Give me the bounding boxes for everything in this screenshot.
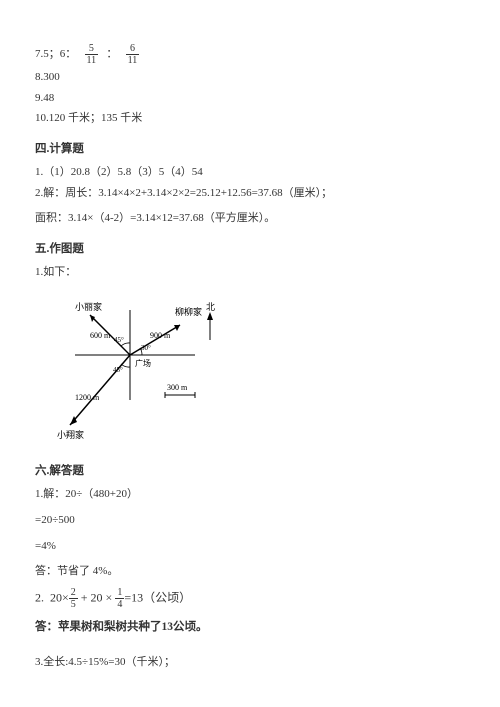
label-center: 广场 [135, 358, 151, 368]
sec4-line1: 1.（1）20.8（2）5.8（3）5（4）54 [35, 164, 465, 182]
label-north: 北 [206, 302, 215, 312]
sec6-q1-l3: =4% [35, 538, 465, 556]
diagram-svg: 小丽家 600 m 柳柳家 900 m 广场 1200 m 小翔家 北 300 … [45, 290, 235, 450]
q7-prefix: 7.5；6： [35, 48, 76, 60]
sec4-line3: 面积：3.14×（4-2）=3.14×12=37.68（平方厘米）。 [35, 210, 465, 228]
label-1200: 1200 m [75, 393, 100, 402]
sec6-q2-line: 2. 20× 2 5 + 20 × 1 4 =13（公顷） [35, 587, 465, 610]
q2-prefix: 2. [35, 590, 44, 604]
label-300: 300 m [167, 383, 188, 392]
label-xiaoxiang: 小翔家 [57, 429, 84, 440]
q2-t2: + 20 × [78, 590, 116, 604]
section6-title: 六.解答题 [35, 462, 465, 480]
section4-title: 四.计算题 [35, 140, 465, 158]
angle-45b: 45° [113, 366, 123, 374]
label-600: 600 m [90, 331, 111, 340]
q7-frac1: 5 11 [85, 43, 99, 66]
q10-line: 10.120 千米；135 千米 [35, 110, 465, 128]
sec6-q1-l1: 1.解：20÷（480+20） [35, 486, 465, 504]
diagram-figure: 小丽家 600 m 柳柳家 900 m 广场 1200 m 小翔家 北 300 … [45, 290, 235, 450]
label-xiaoli: 小丽家 [75, 301, 102, 312]
angle-30: 30° [141, 344, 151, 352]
label-900: 900 m [150, 331, 171, 340]
q7-line: 7.5；6： 5 11 ： 6 11 [35, 43, 465, 66]
q2-frac1: 2 5 [69, 587, 78, 610]
label-liuliu: 柳柳家 [175, 306, 202, 317]
sec6-q3: 3.全长:4.5÷15%=30（千米）； [35, 654, 465, 672]
q2-t3: =13（公顷） [124, 590, 191, 604]
q2-frac2: 1 4 [115, 587, 124, 610]
sec4-line2: 2.解：周长：3.14×4×2+3.14×2×2=25.12+12.56=37.… [35, 185, 465, 203]
q7-frac2: 6 11 [126, 43, 140, 66]
sec6-q1-l2: =20÷500 [35, 512, 465, 530]
q2-t1: 20× [50, 590, 69, 604]
q9-line: 9.48 [35, 90, 465, 108]
q7-mid: ： [106, 48, 117, 60]
sec6-q2-ans: 答：苹果树和梨树共种了13公顷。 [35, 618, 465, 636]
sec6-q1-ans: 答：节省了 4%。 [35, 563, 465, 581]
section5-title: 五.作图题 [35, 240, 465, 258]
q8-line: 8.300 [35, 69, 465, 87]
angle-45a: 45° [114, 336, 124, 344]
sec5-line1: 1.如下： [35, 264, 465, 282]
